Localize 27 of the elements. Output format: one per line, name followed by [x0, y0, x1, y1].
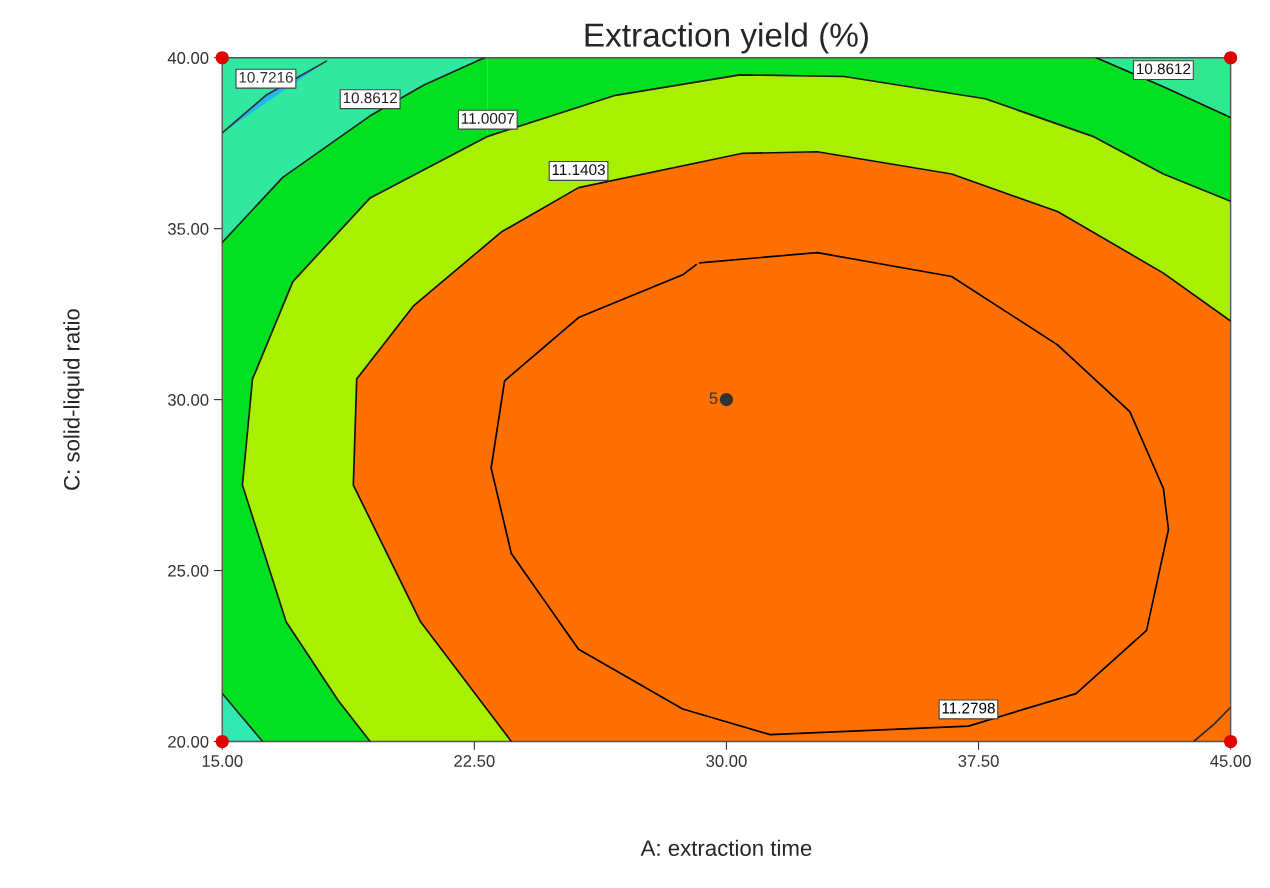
- chart-title: Extraction yield (%): [585, 22, 868, 54]
- series-label: 10.7216: [239, 71, 293, 83]
- series-label: 11.2798: [942, 702, 995, 714]
- x-tick-label: 15.00: [202, 755, 243, 767]
- y-tick-label: 40.00: [167, 52, 209, 64]
- x-tick-label: 30.00: [706, 755, 747, 767]
- point: [719, 393, 734, 407]
- point: [1224, 734, 1238, 749]
- point: [215, 51, 229, 65]
- annotation: 5: [709, 392, 718, 405]
- line-series: [490, 251, 1170, 736]
- y-tick-label: 20.00: [168, 735, 209, 748]
- y-tick-label: 35.00: [167, 223, 209, 235]
- x-axis-title: A: extraction time: [640, 839, 812, 856]
- y-axis-title: C: solid-liquid ratio: [63, 309, 85, 490]
- x-tick-label: 37.50: [958, 755, 999, 767]
- series-label: 11.1403: [552, 164, 605, 176]
- x-tick-label: 45.00: [1210, 755, 1251, 767]
- point: [215, 734, 229, 749]
- series-label: 11.0007: [461, 112, 515, 124]
- y-tick-label: 25.00: [168, 564, 209, 577]
- line-series: [352, 150, 1231, 742]
- point: [1224, 51, 1238, 65]
- y-tick-label: 30.00: [167, 394, 209, 406]
- series-label: 10.8612: [343, 92, 397, 104]
- x-tick-label: 22.50: [454, 755, 495, 767]
- series-label: 10.8612: [1136, 63, 1191, 75]
